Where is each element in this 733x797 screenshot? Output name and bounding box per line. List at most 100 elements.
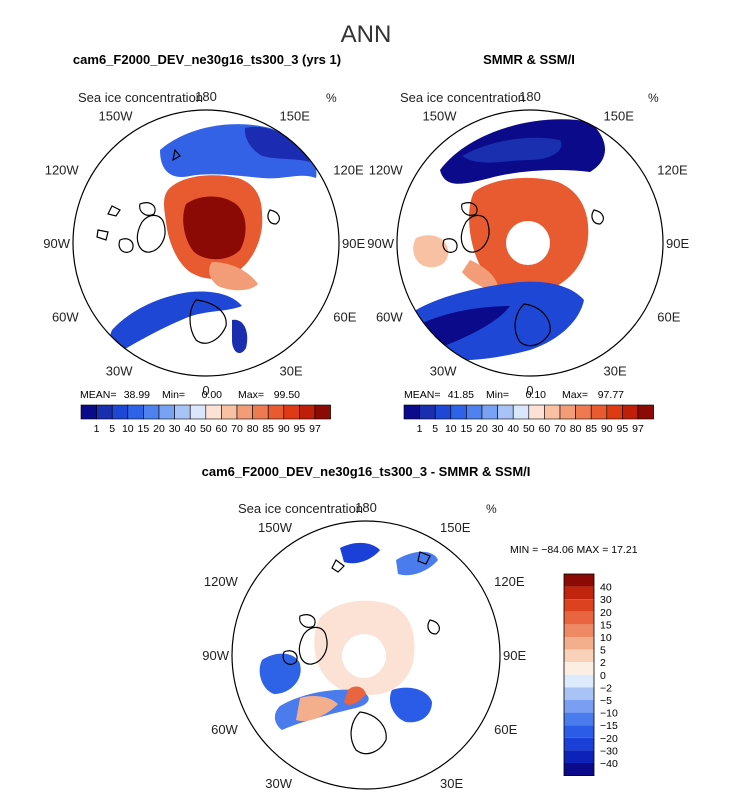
panel-title: cam6_F2000_DEV_ne30g16_ts300_3 - SMMR & … [202,464,531,479]
map-boundary [72,109,340,377]
longitude-label: 60W [52,310,79,325]
longitude-label: 90E [342,236,365,251]
longitude-label: 60E [333,310,356,325]
colorbar-label: 85 [262,423,274,435]
variable-label: Sea ice concentration [78,90,203,105]
ice-field-core [183,196,246,260]
colorbar-label: 20 [476,423,488,435]
units-label: % [486,502,497,516]
colorbar-swatch [299,404,316,420]
min-label: Min= [162,389,185,401]
colorbar-label: 1 [94,423,100,435]
map-area [73,110,339,376]
panel-title: SMMR & SSM/I [483,52,575,67]
colorbar-label: 0 [600,670,606,682]
colorbar-label: −30 [600,745,618,757]
colorbar-label: 80 [570,423,582,435]
colorbar-label: 30 [169,423,181,435]
colorbar-swatch [564,586,594,600]
coastline [442,202,604,347]
panel-title: cam6_F2000_DEV_ne30g16_ts300_3 (yrs 1) [73,52,341,67]
longitude-label: 90E [666,236,689,251]
longitude-label: 60W [376,310,403,325]
colorbar-label: 70 [554,423,566,435]
colorbar-swatch [564,737,594,751]
colorbar-label: 40 [507,423,519,435]
longitude-label: 150W [99,109,134,124]
max-value: 97.77 [598,389,624,401]
colorbar-swatch [575,404,592,420]
colorbar-swatch [205,404,222,420]
main-title: ANN [341,21,392,48]
max-label: Max= [238,389,264,401]
colorbar-label: 50 [523,423,535,435]
colorbar-swatch [434,404,452,420]
colorbar-swatch [466,404,483,420]
coastline [282,551,440,755]
colorbar-swatch [221,404,238,420]
colorbar-swatch [564,599,594,612]
map-boundary [396,109,664,377]
colorbar-label: 30 [492,423,504,435]
longitude-label: 180 [355,500,377,515]
ice-field-edge [244,126,310,162]
longitude-label: 90W [202,648,229,663]
colorbar-label: 90 [601,423,613,435]
colorbar-label: 10 [445,423,457,435]
pole-hole [506,221,550,265]
colorbar-label: 90 [278,423,290,435]
longitude-label: 150W [258,520,293,535]
colorbar-swatch [127,404,144,420]
map-area [232,521,500,789]
colorbar-label: 15 [138,423,150,435]
colorbar-label: 95 [617,423,629,435]
longitude-label: 0 [526,383,533,398]
colorbar-label: 20 [153,423,165,435]
colorbar-label: 97 [632,423,644,435]
mean-label: MEAN= [80,389,116,401]
colorbar-swatch [80,404,97,420]
min-value: 0.10 [526,389,547,401]
longitude-label: 180 [519,89,541,104]
colorbar: 1 5 10 15 20 30 40 50 60 70 80 85 90 95 97 [80,404,331,435]
min-value: 0.00 [202,389,223,401]
colorbar-label: 60 [216,423,228,435]
longitude-label: 90W [367,236,394,251]
longitude-label: 90W [43,236,70,251]
colorbar-label: −2 [600,682,612,694]
longitude-label: 90E [503,648,526,663]
longitude-label: 120E [657,163,688,178]
diff-field-negative [259,653,301,694]
longitude-label: 30W [106,363,133,378]
mean-label: MEAN= [404,389,440,401]
colorbar-swatch [564,611,594,625]
longitude-label: 30E [280,363,303,378]
colorbar-swatch [512,404,530,420]
mean-value: 41.85 [448,389,474,401]
ice-field-atlantic [415,281,584,361]
longitude-label: 30W [265,776,292,791]
longitude-label: 60E [657,310,680,325]
colorbar-swatch [143,404,160,420]
colorbar-swatch [252,404,269,420]
colorbar-label: 1 [417,423,423,435]
colorbar-swatch [564,712,594,726]
stats-line: MEAN= 38.99 Min= 0.00 Max= 99.50 [80,389,300,401]
colorbar-swatch [564,637,594,650]
colorbar-swatch [174,404,191,420]
colorbar-label: 5 [432,423,438,435]
longitude-label: 60W [211,722,238,737]
colorbar-swatch [528,404,545,420]
max-label: Max= [562,389,588,401]
colorbar-label: 97 [309,423,321,435]
colorbar-swatch [450,404,467,420]
colorbar-swatch [564,725,594,738]
longitude-label: 150E [440,520,471,535]
longitude-label: 30W [430,363,457,378]
colorbar-swatch [564,674,594,688]
colorbar-swatch [481,404,498,420]
